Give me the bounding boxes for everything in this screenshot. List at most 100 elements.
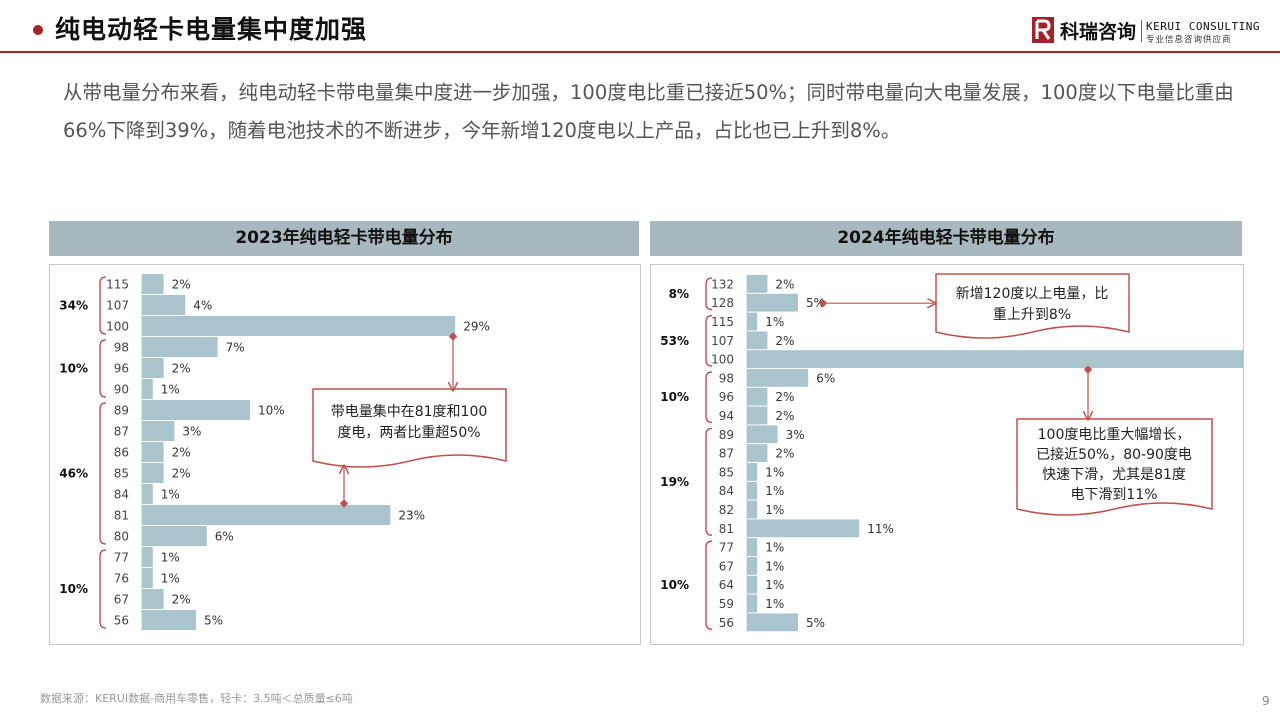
logo-english: KERUI CONSULTING	[1146, 20, 1260, 33]
bar	[747, 406, 768, 425]
value-label: 2%	[172, 446, 191, 460]
category-label: 128	[711, 296, 734, 310]
bar	[142, 316, 456, 336]
group-share-label: 10%	[660, 578, 689, 592]
callout-box	[312, 388, 507, 468]
value-label: 3%	[182, 425, 201, 439]
value-label: 1%	[161, 383, 180, 397]
bar	[142, 295, 186, 315]
category-label: 82	[719, 503, 734, 517]
category-label: 98	[114, 341, 129, 355]
bar	[747, 481, 758, 500]
category-label: 81	[114, 509, 129, 523]
group-bracket	[99, 276, 107, 335]
callout1-line2: 重上升到8%	[993, 307, 1071, 323]
value-label: 5%	[806, 296, 825, 310]
bar	[747, 613, 798, 632]
category-label: 98	[719, 371, 734, 385]
group-share-label: 19%	[660, 475, 689, 489]
chart-2023-title: 2023年纯电轻卡带电量分布	[49, 221, 639, 256]
group-share-label: 10%	[59, 582, 88, 596]
chart-2024-panel: 1322%1285%1151%1072%10049%986%962%942%89…	[650, 264, 1280, 645]
category-label: 77	[114, 551, 129, 565]
category-label: 56	[114, 614, 129, 628]
logo-divider	[1141, 20, 1142, 42]
value-label: 3%	[786, 428, 805, 442]
group-share-label: 34%	[59, 299, 88, 313]
bar	[142, 421, 175, 441]
bar	[142, 484, 153, 504]
bar	[142, 505, 391, 525]
callout1-line1: 新增120度以上电量，比	[956, 286, 1109, 302]
title-divider	[0, 51, 1280, 53]
group-bracket	[705, 314, 713, 367]
value-label: 1%	[765, 541, 784, 555]
value-label: 7%	[226, 341, 245, 355]
bar	[747, 557, 758, 575]
bar	[747, 350, 1247, 368]
value-label: 1%	[765, 465, 784, 479]
category-label: 76	[114, 572, 129, 586]
category-label: 59	[719, 597, 734, 611]
category-label: 87	[114, 425, 129, 439]
page-title: 纯电动轻卡电量集中度加强	[55, 15, 368, 44]
bar	[142, 400, 250, 420]
logo-tagline: 专业信息咨询供应商	[1146, 35, 1232, 45]
callout2-line1: 100度电比重大幅增长，	[1038, 427, 1191, 443]
chart-2023-svg: 115 2% 107 4% 100 29% 98 7% 96 2% 90 1% 89 10% 87 3% 86 2…	[59, 274, 507, 631]
group-bracket	[705, 277, 713, 311]
bar	[747, 519, 860, 538]
value-label: 6%	[816, 371, 835, 385]
bar	[747, 463, 758, 481]
bar	[142, 442, 164, 462]
value-label: 23%	[398, 509, 425, 523]
kerui-logo-icon	[1032, 17, 1054, 43]
category-label: 81	[719, 522, 734, 536]
callout-box-100	[1016, 418, 1213, 516]
value-label: 1%	[765, 315, 784, 329]
category-label: 87	[719, 447, 734, 461]
category-label: 85	[719, 465, 734, 479]
value-label: 5%	[806, 616, 825, 630]
group-bracket	[99, 339, 107, 398]
value-label: 1%	[765, 597, 784, 611]
value-label: 1%	[161, 572, 180, 586]
callout2-line4: 电下滑到11%	[1070, 486, 1157, 503]
callout-text-line1: 带电量集中在81度和100	[331, 403, 488, 420]
value-label: 2%	[775, 447, 794, 461]
logo-text: 科瑞咨询	[1060, 21, 1137, 43]
value-label: 5%	[204, 614, 223, 628]
category-label: 67	[719, 559, 734, 573]
value-label: 2%	[172, 278, 191, 292]
category-label: 89	[114, 404, 129, 418]
bar	[142, 610, 196, 630]
bar	[142, 379, 153, 399]
callout-text-line2: 度电，两者比重超50%	[337, 425, 480, 441]
value-label: 2%	[172, 593, 191, 607]
data-source-note: 数据来源：KERUI数据-商用车零售，轻卡：3.5吨＜总质量≤6吨	[40, 692, 353, 705]
group-share-label: 10%	[660, 390, 689, 404]
bar	[747, 293, 798, 312]
bar	[747, 444, 768, 462]
category-label: 96	[719, 390, 734, 404]
category-label: 85	[114, 467, 129, 481]
value-label: 1%	[765, 559, 784, 573]
bar	[747, 312, 758, 331]
value-label: 1%	[765, 578, 784, 592]
chart-2023-panel: 115 2% 107 4% 100 29% 98 7% 96 2% 90 1% 89 10% 87 3% 86 2…	[49, 264, 641, 645]
group-bracket	[705, 540, 713, 630]
bar	[747, 387, 768, 406]
callout2-line3: 快速下滑，尤其是81度	[1042, 466, 1186, 483]
value-label: 11%	[867, 522, 894, 536]
category-label: 64	[719, 578, 734, 592]
bar	[747, 575, 758, 594]
group-share-label: 53%	[660, 334, 689, 348]
category-label: 115	[711, 315, 734, 329]
bar	[747, 594, 758, 613]
bar	[747, 500, 758, 519]
category-label: 77	[719, 541, 734, 555]
value-label: 2%	[172, 362, 191, 376]
value-label: 2%	[775, 409, 794, 423]
bar	[142, 274, 164, 294]
category-label: 56	[719, 616, 734, 630]
